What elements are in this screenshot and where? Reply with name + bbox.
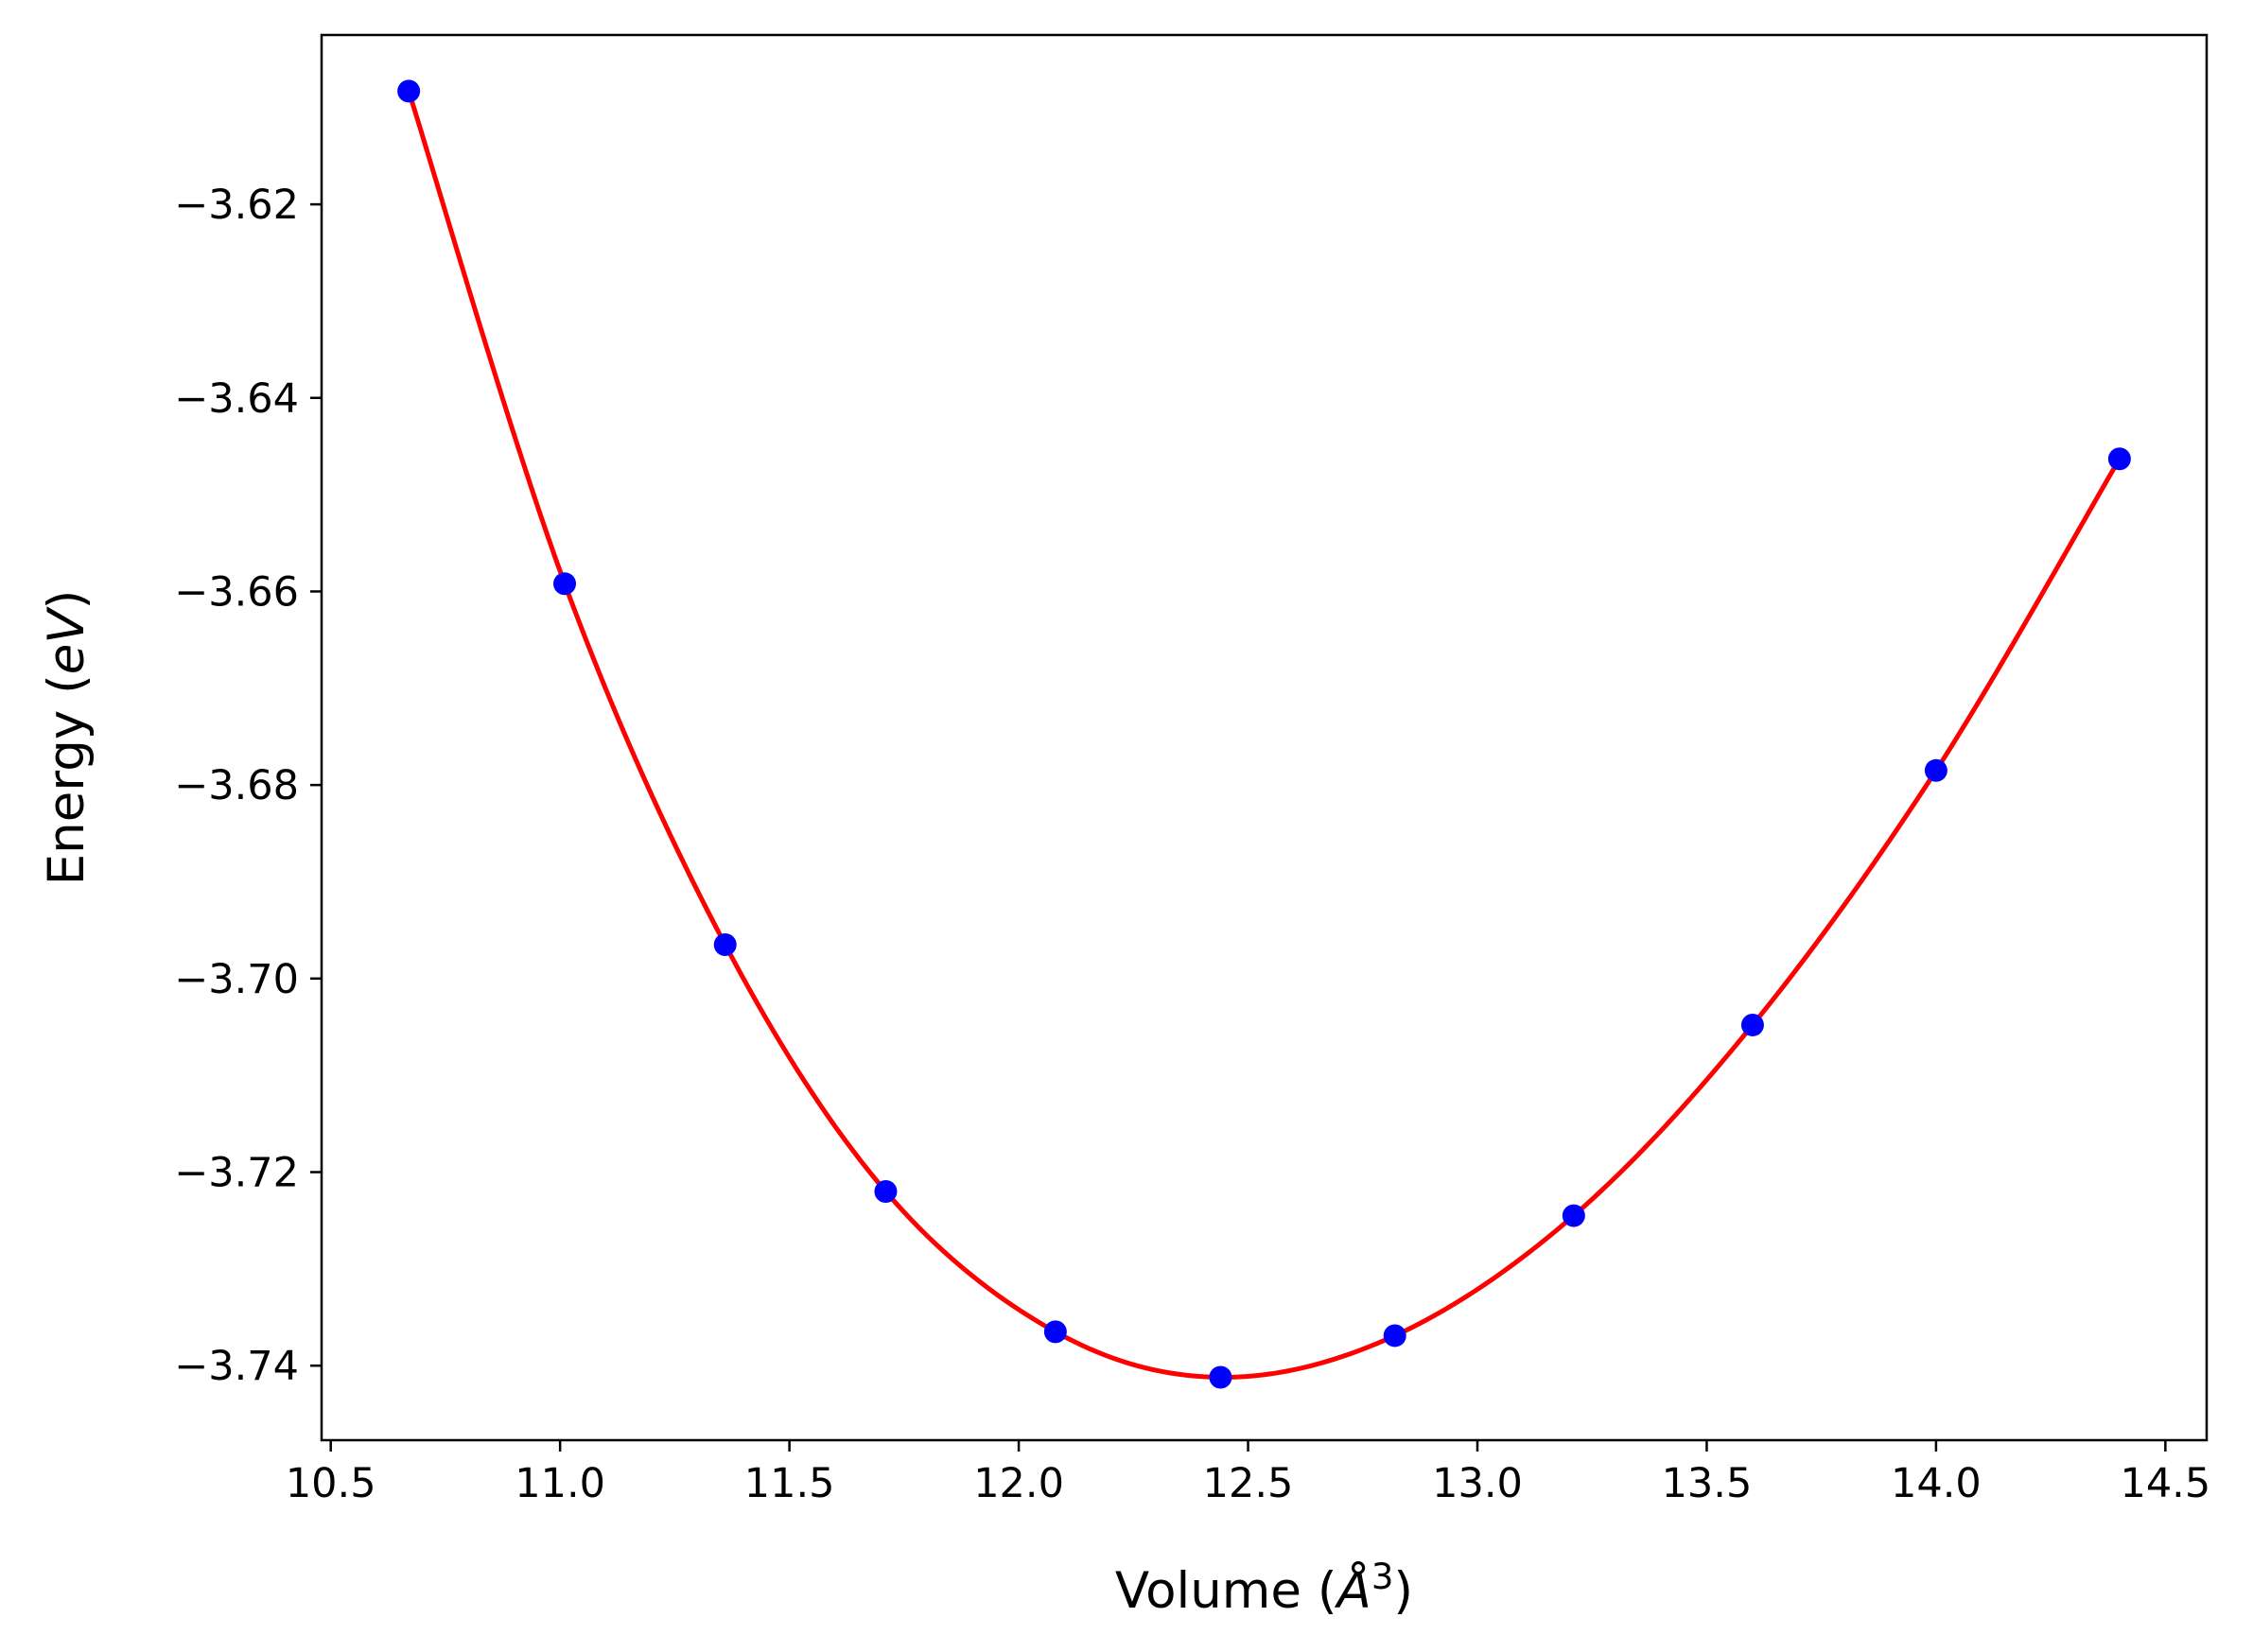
x-tick-label: 12.0 (973, 1460, 1064, 1507)
y-axis-title-suffix: ) (38, 590, 96, 610)
y-tick-label: −3.66 (174, 568, 299, 616)
y-axis-title: Energy (eV) (38, 590, 96, 886)
y-tick-label: −3.68 (174, 762, 299, 809)
y-tick-label: −3.64 (174, 375, 299, 423)
y-tick-label: −3.74 (174, 1343, 299, 1390)
ticks-layer: 10.5 11.0 11.5 12.0 12.5 13.0 13.5 14.0 14.5 −3.6… (174, 182, 2210, 1507)
x-axis-title: Volume (Å3) (1115, 1556, 1413, 1620)
data-point (1383, 1324, 1406, 1348)
x-tick-label: 10.5 (286, 1460, 376, 1507)
plot-frame (320, 33, 2209, 1442)
data-point (1924, 758, 1947, 782)
x-tick-label: 14.5 (2120, 1460, 2210, 1507)
y-tick-label: −3.70 (174, 956, 299, 1003)
x-tick-label: 14.0 (1891, 1460, 1982, 1507)
y-axis-title-unit: eV (38, 606, 96, 675)
data-point (874, 1179, 898, 1203)
x-axis-title-suffix: ) (1393, 1562, 1413, 1620)
x-tick-label: 13.0 (1432, 1460, 1523, 1507)
data-point (1209, 1365, 1232, 1389)
x-axis-title-exponent: 3 (1371, 1556, 1394, 1597)
data-point (2107, 447, 2131, 471)
x-tick-label: 12.5 (1203, 1460, 1294, 1507)
data-point (1740, 1013, 1764, 1036)
data-point (553, 572, 577, 596)
plot-layer (397, 79, 2131, 1389)
y-axis-title-prefix: Energy ( (38, 674, 96, 885)
data-point (713, 933, 737, 957)
data-point (1043, 1320, 1067, 1344)
x-tick-label: 11.0 (515, 1460, 605, 1507)
x-tick-label: 13.5 (1662, 1460, 1753, 1507)
x-tick-label: 11.5 (744, 1460, 835, 1507)
x-axis-title-unit: Å (1335, 1559, 1371, 1620)
y-tick-label: −3.72 (174, 1150, 299, 1197)
y-tick-label: −3.62 (174, 182, 299, 229)
data-point (397, 79, 421, 103)
data-point (1562, 1204, 1585, 1227)
x-axis-title-prefix: Volume ( (1115, 1562, 1337, 1620)
